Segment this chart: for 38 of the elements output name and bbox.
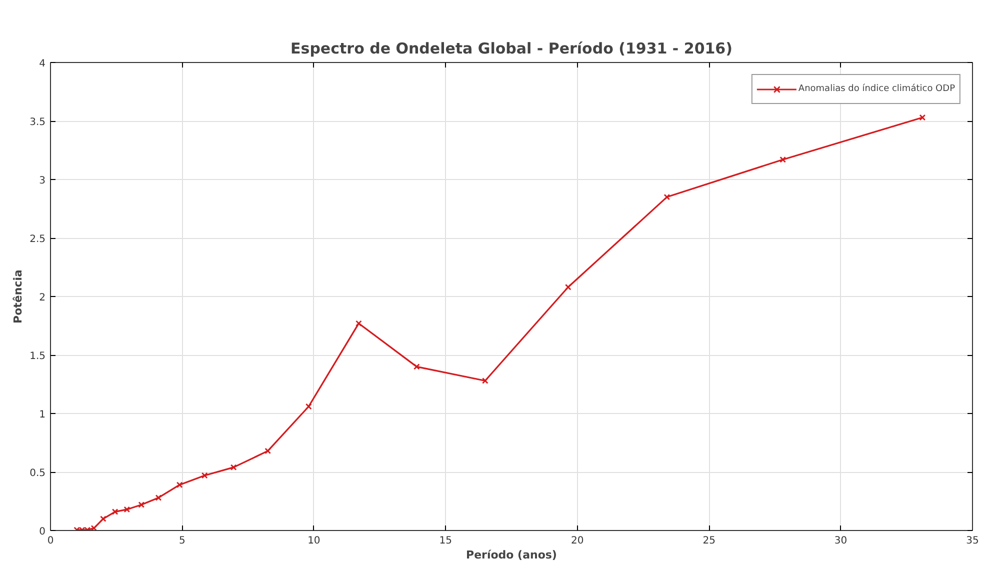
x-tick-label: 15: [439, 536, 452, 546]
point: [124, 506, 130, 513]
y-tick-label: 4: [39, 58, 46, 70]
y-axis-title: Potência: [12, 270, 25, 324]
y-tick-label: 1.5: [30, 351, 46, 362]
point: [100, 516, 106, 522]
point: [230, 464, 237, 470]
point: [664, 194, 670, 200]
point: [356, 320, 362, 327]
point: [112, 508, 118, 515]
point: [919, 114, 926, 121]
x-tick-label: 10: [308, 536, 320, 546]
x-tick-label: 35: [966, 536, 979, 546]
point: [176, 482, 183, 488]
y-tick-label: 0: [39, 526, 46, 538]
point: [413, 364, 420, 370]
point: [564, 284, 572, 290]
point: [482, 378, 488, 384]
x-tick-label: 25: [702, 536, 716, 546]
x-axis-title: Período (anos): [466, 548, 557, 562]
point: [201, 472, 208, 479]
y-tick-label: 1: [39, 410, 46, 420]
y-tick-label: 3.5: [30, 117, 46, 128]
chart-title: Espectro de Ondeleta Global - Período (1931 - 2016): [290, 40, 732, 58]
point: [305, 403, 312, 410]
point: [264, 448, 272, 454]
y-tick-label: 0.5: [30, 468, 46, 479]
point: [155, 494, 162, 501]
x-tick-label: 0: [47, 536, 54, 546]
x-tick-label: 30: [834, 536, 848, 546]
y-tick-label: 2: [39, 292, 46, 304]
x-tick-label: 20: [570, 536, 584, 546]
y-tick-label: 3: [39, 176, 46, 186]
y-tick-label: 2.5: [30, 234, 46, 245]
x-tick-label: 5: [179, 536, 186, 546]
point: [780, 156, 786, 163]
legend-label: Anomalias do índice climático ODP: [798, 84, 955, 94]
point: [138, 502, 145, 508]
